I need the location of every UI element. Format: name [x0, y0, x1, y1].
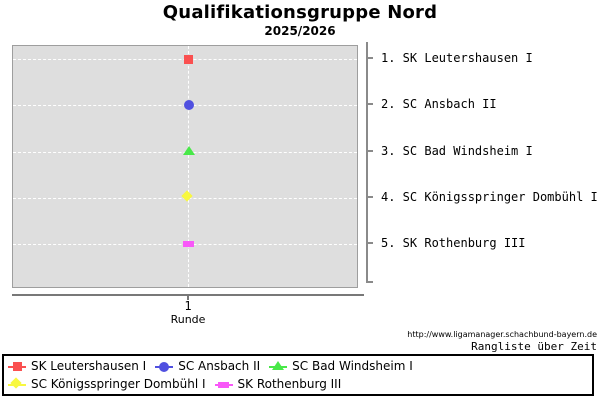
sk-rothenburg-iii-marker-hbar-icon	[183, 241, 194, 247]
sc-bad-windsheim-i-marker-triangle-icon	[182, 146, 195, 155]
legend-entry: SC Königsspringer Dombühl I	[8, 377, 206, 391]
rank-label: 4. SC Königsspringer Dombühl I	[381, 189, 598, 204]
chart-caption: Rangliste über Zeit	[471, 340, 597, 353]
rank-label: 1. SK Leutershausen I	[381, 51, 533, 65]
sk-rothenburg-iii-legend-symbol	[214, 379, 233, 390]
sk-leutershausen-i-marker-square-icon	[184, 54, 193, 64]
rank-axis-tick	[368, 195, 373, 198]
legend-entry: SC Ansbach II	[155, 359, 260, 373]
rank-label: 5. SK Rothenburg III	[381, 236, 526, 250]
x-tick-label: 1	[184, 299, 192, 313]
legend-row-2: SC Königsspringer Dombühl I SK Rothenburg…	[8, 375, 588, 393]
sc-königsspringer-dombühl-i-marker-diamond-icon	[181, 190, 193, 202]
sc-ansbach-ii-legend-marker-circle-icon	[159, 361, 170, 372]
chart-subtitle: 2025/2026	[264, 24, 336, 38]
sc-königsspringer-dombühl-i-legend-symbol	[8, 377, 26, 390]
sc-königsspringer-dombühl-i-legend-marker-diamond-icon	[9, 377, 22, 389]
rank-label: 3. SC Bad Windsheim I	[381, 143, 533, 158]
sc-bad-windsheim-i-legend-marker-triangle-icon	[272, 361, 285, 370]
sk-leutershausen-i-legend-marker-square-icon	[12, 362, 22, 371]
legend-box: SK Leutershausen I SC Ansbach II SC Bad Wi…	[2, 354, 594, 396]
rank-axis-tick	[368, 103, 373, 106]
rank-axis-tick	[368, 57, 373, 59]
legend-label: SC Bad Windsheim I	[292, 359, 413, 373]
legend-row-1: SK Leutershausen I SC Ansbach II SC Bad Wi…	[8, 357, 588, 375]
rank-axis-end-tick	[368, 281, 373, 283]
plot-area	[12, 45, 358, 288]
sc-ansbach-ii-legend-symbol	[155, 361, 174, 372]
rank-axis-tick	[368, 149, 373, 152]
chart-title: Qualifikationsgruppe Nord	[162, 2, 438, 23]
legend-entry: SK Rothenburg III	[214, 377, 342, 391]
legend-entry: SC Bad Windsheim I	[269, 359, 413, 373]
sc-bad-windsheim-i-legend-symbol	[269, 361, 288, 372]
rank-axis-tick	[368, 242, 373, 244]
legend-label: SC Königsspringer Dombühl I	[31, 377, 206, 391]
source-url: http://www.ligamanager.schachbund-bayern…	[407, 330, 597, 339]
rank-label: 2. SC Ansbach II	[381, 97, 497, 112]
legend-label: SK Rothenburg III	[237, 377, 342, 391]
round-1-gridline	[188, 46, 189, 287]
sk-leutershausen-i-legend-symbol	[8, 361, 26, 372]
x-axis-line	[12, 294, 364, 296]
legend-label: SC Ansbach II	[178, 359, 261, 373]
x-axis-tick	[187, 296, 189, 300]
legend-entry: SK Leutershausen I	[8, 359, 146, 373]
x-axis-title: Runde	[170, 313, 206, 326]
rank-axis-line	[366, 42, 368, 283]
legend-label: SK Leutershausen I	[31, 359, 147, 373]
sc-ansbach-ii-marker-circle-icon	[183, 100, 194, 111]
sk-rothenburg-iii-legend-marker-hbar-icon	[218, 381, 230, 388]
